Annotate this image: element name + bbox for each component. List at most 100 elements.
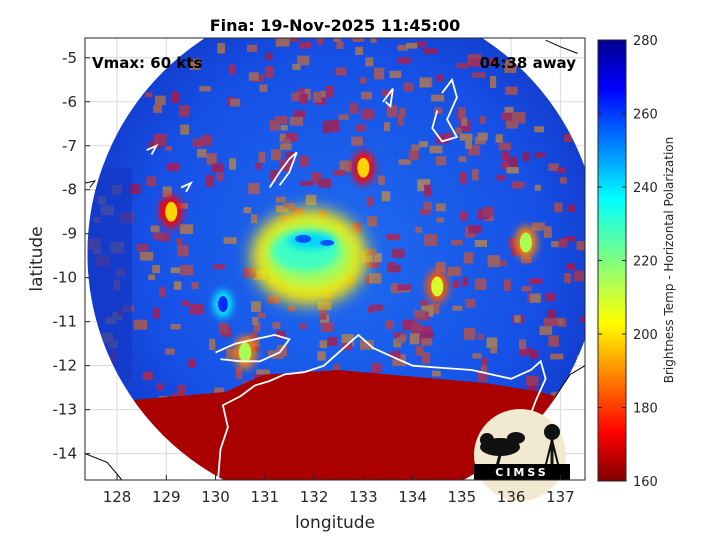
swath-pixel <box>367 306 375 313</box>
swath-pixel <box>243 207 252 214</box>
land-region <box>87 370 585 480</box>
swath-pixel <box>361 91 373 100</box>
swath-pixel <box>316 38 324 46</box>
swath-pixel <box>447 266 461 276</box>
swath-pixel <box>501 161 510 170</box>
x-tick-label: 137 <box>546 488 575 506</box>
swath-pixel <box>564 273 572 284</box>
swath-pixel <box>403 5 413 13</box>
swath-pixel <box>374 253 382 263</box>
swath-pixel <box>336 41 344 50</box>
swath-pixel <box>272 352 284 359</box>
swath-pixel <box>564 236 576 242</box>
swath-pixel <box>152 265 161 274</box>
swath-pixel <box>270 170 279 182</box>
swath-pixel <box>216 172 224 181</box>
swath-pixel <box>458 156 467 162</box>
swath-pixel <box>390 264 401 273</box>
colorbar-tick-label: 220 <box>633 255 658 270</box>
y-tick-label: -10 <box>53 269 78 287</box>
swath-pixel <box>579 316 585 323</box>
swath-pixel <box>390 283 403 294</box>
swath-pixel <box>299 93 308 104</box>
swath-pixel <box>192 138 202 148</box>
swath-pixel <box>318 178 332 188</box>
swath-pixel <box>176 203 188 209</box>
swath-pixel <box>557 318 564 326</box>
swath-pixel <box>458 107 466 119</box>
swath-pixel <box>320 322 333 332</box>
swath-pixel <box>436 134 450 144</box>
swath-pixel <box>211 163 224 173</box>
swath-pixel <box>279 143 292 150</box>
swath-pixel <box>551 391 559 399</box>
swath-pixel <box>490 346 497 354</box>
swath-pixel <box>479 115 487 124</box>
swath-pixel <box>148 274 156 281</box>
swath-pixel <box>267 295 279 304</box>
coastline-outside <box>85 453 123 480</box>
swath-pixel <box>201 134 213 146</box>
swath-pixel <box>472 353 482 359</box>
swath-pixel <box>422 352 431 364</box>
swath-pixel <box>280 125 288 131</box>
swath-pixel <box>153 105 162 113</box>
swath-pixel <box>498 142 511 151</box>
swath-pixel <box>378 175 385 185</box>
swath-pixel <box>567 204 576 213</box>
swath-pixel <box>419 209 431 215</box>
swath-pixel <box>384 122 391 132</box>
swath-pixel <box>317 301 332 311</box>
swath-pixel <box>548 163 559 171</box>
swath-pixel <box>477 334 484 340</box>
swath-pixel <box>365 57 374 67</box>
swath-pixel <box>305 194 317 206</box>
swath-pixel <box>398 159 411 165</box>
y-tick-label: -13 <box>53 401 78 419</box>
swath-pixel <box>501 112 515 121</box>
swath-pixel <box>518 347 533 356</box>
swath-pixel <box>403 82 414 92</box>
swath-pixel <box>477 372 488 382</box>
convective-feature <box>251 208 368 305</box>
swath-pixel <box>235 367 243 380</box>
swath-pixel <box>504 63 517 73</box>
swath-pixel <box>206 153 217 165</box>
swath-pixel <box>319 310 327 320</box>
swath-pixel <box>341 342 353 351</box>
swath-pixel <box>511 111 526 124</box>
swath-pixel <box>274 116 288 125</box>
colorbar: 280 260 240 220 200 180 160 Brightness Temp - … <box>597 34 676 490</box>
swath-pixel <box>424 184 432 197</box>
swath-pixel <box>421 337 433 346</box>
swath-pixel <box>424 234 438 246</box>
swath-pixel <box>431 94 445 102</box>
swath-pixel <box>269 119 281 131</box>
swath-pixel <box>228 64 236 75</box>
swath-pixel <box>297 55 310 66</box>
swath-pixel <box>246 44 257 52</box>
x-axis-title: longitude <box>295 513 375 533</box>
convective-feature <box>352 151 375 185</box>
swath-pixel <box>506 120 518 129</box>
swath-pixel <box>512 181 525 189</box>
swath-pixel <box>381 191 391 202</box>
swath-pixel <box>423 48 438 54</box>
swath-pixel <box>338 114 349 120</box>
swath-pixel <box>366 196 374 207</box>
colorbar-tick-label: 260 <box>633 108 658 123</box>
swath-pixel <box>416 346 424 356</box>
swath-pixel <box>256 369 270 379</box>
swath-pixel <box>566 263 576 271</box>
swath-pixel <box>481 357 488 366</box>
swath-pixel <box>419 300 428 306</box>
swath-pixel <box>414 310 426 318</box>
swath-pixel <box>501 151 510 161</box>
swath-pixel <box>154 95 166 106</box>
x-tick-label: 135 <box>448 488 477 506</box>
swath-pixel <box>465 298 476 308</box>
swath-pixel <box>386 233 401 241</box>
swath-pixel <box>374 67 385 80</box>
swath-pixel <box>472 72 486 78</box>
swath-pixel <box>144 92 153 98</box>
